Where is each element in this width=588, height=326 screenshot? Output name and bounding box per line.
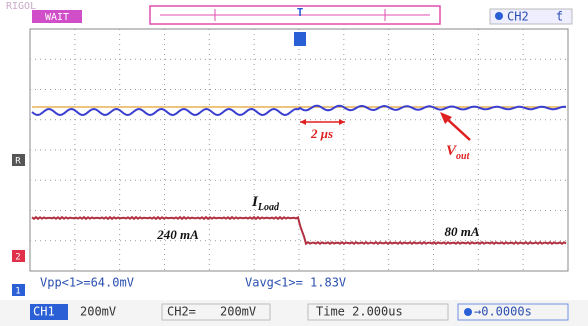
ch1-scale: 200mV — [80, 305, 116, 319]
oscilloscope-screen: RIGOL WAIT T CH2 ƭ R 2 1 2 μs Vout ILoad… — [0, 0, 588, 326]
brand: RIGOL — [6, 1, 36, 12]
trigger-marker — [294, 32, 306, 46]
channel-icon — [495, 12, 503, 20]
ch2-marker: 2 — [15, 253, 20, 263]
timebase[interactable]: Time 2.000us — [316, 305, 403, 319]
trigger-position: T — [297, 6, 304, 19]
status: WAIT — [45, 12, 69, 23]
vout-sub: out — [456, 151, 471, 162]
trigger-edge: ƭ — [556, 10, 563, 24]
ch1-label[interactable]: CH1 — [33, 305, 55, 319]
trigger-channel: CH2 — [507, 10, 529, 24]
period-label: 2 μs — [310, 126, 333, 141]
current-before: 240 mA — [156, 227, 199, 242]
vpp-measurement: Vpp<1>=64.0mV — [40, 276, 134, 290]
offset-icon — [464, 308, 472, 316]
iload-sub: Load — [257, 202, 280, 213]
ref-marker: R — [15, 157, 21, 167]
ch2-scale: 200mV — [220, 305, 256, 319]
ch2-label[interactable]: CH2= — [167, 305, 196, 319]
current-after: 80 mA — [444, 224, 479, 239]
trigger-offset[interactable]: →0.0000s — [474, 305, 532, 319]
vavg-measurement: Vavg<1>= 1.83V — [245, 276, 346, 290]
page: RIGOL WAIT T CH2 ƭ R 2 1 2 μs Vout ILoad… — [0, 0, 588, 326]
ch1-marker: 1 — [15, 287, 20, 297]
